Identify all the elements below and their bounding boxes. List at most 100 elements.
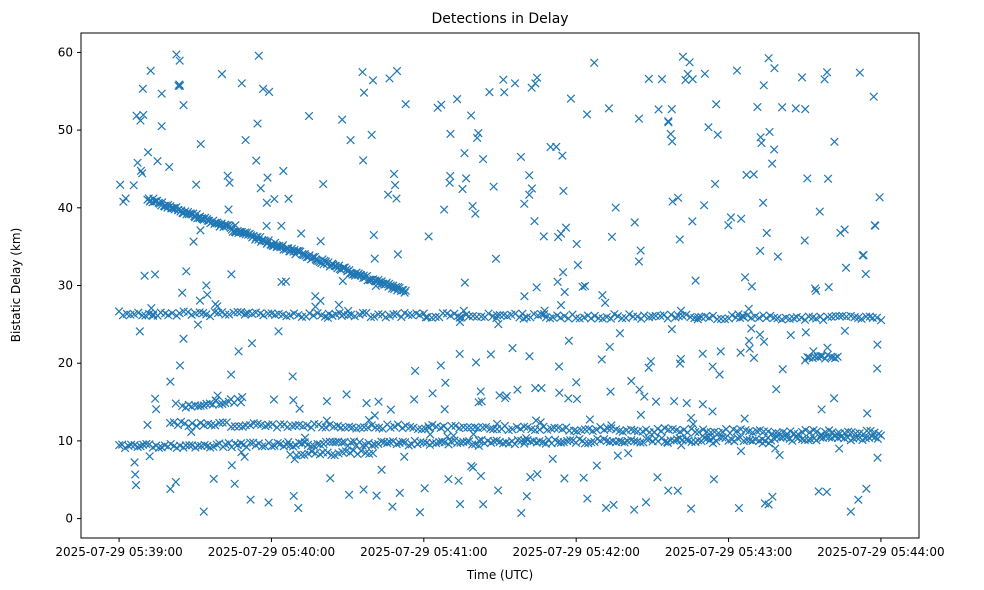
data-point-noise bbox=[583, 494, 592, 503]
data-point-noise bbox=[499, 75, 508, 84]
data-point-descending-track bbox=[321, 257, 331, 266]
data-point-noise bbox=[264, 498, 273, 507]
data-point-track-26km bbox=[617, 313, 627, 323]
data-point-noise bbox=[704, 432, 713, 442]
data-point-track-26km bbox=[495, 310, 505, 320]
data-point-noise bbox=[510, 79, 520, 88]
data-point-noise bbox=[710, 179, 720, 189]
data-point-noise bbox=[525, 171, 534, 180]
y-tick-label: 60 bbox=[58, 45, 73, 59]
data-point-noise bbox=[573, 260, 583, 270]
data-point-track-10km bbox=[614, 436, 624, 446]
data-point-noise bbox=[636, 410, 646, 420]
data-point-track-12km bbox=[302, 421, 312, 430]
data-point-noise bbox=[436, 361, 446, 370]
data-point-track-26km bbox=[713, 314, 722, 324]
data-point-noise bbox=[226, 370, 236, 379]
data-point-noise bbox=[846, 507, 856, 516]
data-point-noise bbox=[493, 486, 503, 495]
data-point-noise bbox=[762, 228, 771, 238]
data-point-noise bbox=[736, 446, 746, 456]
data-point-noise bbox=[764, 439, 774, 448]
data-point-noise bbox=[822, 487, 832, 497]
data-point-noise bbox=[634, 114, 644, 123]
data-point-noise bbox=[582, 110, 592, 119]
data-point-noise bbox=[386, 405, 396, 414]
data-point-track-12km bbox=[478, 423, 487, 432]
data-point-noise bbox=[401, 99, 410, 109]
data-point-noise bbox=[454, 476, 463, 485]
data-point-track-12km bbox=[569, 426, 579, 435]
x-axis: 2025-07-29 05:39:00 2025-07-29 05:40:00 20… bbox=[55, 538, 945, 559]
data-point-noise bbox=[823, 174, 833, 183]
data-point-track-10km bbox=[727, 435, 737, 444]
data-point-noise bbox=[540, 306, 549, 315]
data-point-noise bbox=[840, 326, 850, 336]
data-point-noise bbox=[166, 484, 175, 494]
data-point-noise bbox=[500, 88, 509, 97]
data-point-track-12km bbox=[691, 427, 700, 437]
data-point-noise bbox=[726, 213, 736, 222]
y-tick-label: 30 bbox=[58, 279, 73, 293]
data-point-noise bbox=[322, 416, 332, 425]
data-point-track-26km bbox=[613, 312, 623, 321]
data-point-track-10km bbox=[556, 438, 566, 447]
data-point-track-12km bbox=[230, 422, 240, 431]
data-point-track-10km bbox=[212, 440, 221, 449]
data-point-noise bbox=[713, 130, 722, 139]
data-point-noise bbox=[861, 269, 870, 279]
data-point-noise bbox=[636, 246, 645, 255]
data-point-noise bbox=[455, 349, 464, 359]
data-point-noise bbox=[342, 390, 351, 399]
data-point-track-10km bbox=[358, 441, 367, 450]
data-point-segment-20km bbox=[820, 354, 830, 363]
data-point-noise bbox=[521, 433, 531, 443]
data-point-noise bbox=[182, 267, 191, 276]
data-point-noise bbox=[131, 480, 141, 490]
data-point-noise bbox=[224, 205, 233, 214]
data-point-track-10km bbox=[510, 439, 520, 449]
data-point-track-12km bbox=[215, 418, 224, 428]
data-point-noise bbox=[196, 139, 205, 149]
data-point-track-26km bbox=[374, 310, 383, 319]
data-point-noise bbox=[445, 178, 454, 188]
data-point-track-10km bbox=[778, 432, 788, 442]
data-point-noise bbox=[364, 415, 374, 425]
data-point-noise bbox=[441, 378, 450, 387]
data-point-segment-14km bbox=[236, 398, 246, 407]
data-point-track-12km bbox=[276, 420, 285, 429]
data-point-noise bbox=[474, 441, 484, 451]
data-point-noise bbox=[377, 465, 386, 474]
data-point-noise bbox=[135, 327, 145, 336]
data-point-noise bbox=[175, 56, 184, 65]
data-point-noise bbox=[390, 180, 400, 190]
data-point-track-10km bbox=[200, 440, 209, 450]
data-point-noise bbox=[370, 411, 380, 420]
data-point-noise bbox=[415, 508, 425, 517]
data-point-track-12km bbox=[188, 419, 197, 428]
data-point-noise bbox=[604, 104, 614, 113]
data-point-noise bbox=[519, 314, 528, 323]
data-point-track-26km bbox=[484, 309, 493, 318]
data-point-noise bbox=[531, 79, 540, 88]
data-point-track-10km bbox=[346, 438, 355, 447]
data-point-track-10km bbox=[273, 438, 282, 448]
data-point-noise bbox=[675, 235, 685, 244]
data-point-noise bbox=[274, 327, 283, 336]
data-point-noise bbox=[673, 193, 683, 203]
data-point-noise bbox=[704, 122, 713, 132]
data-point-noise bbox=[502, 391, 511, 401]
data-point-noise bbox=[664, 486, 673, 495]
data-point-noise bbox=[153, 156, 162, 166]
data-point-noise bbox=[279, 166, 288, 176]
data-point-noise bbox=[765, 127, 774, 137]
data-point-noise bbox=[711, 100, 721, 109]
data-point-track-26km bbox=[708, 311, 718, 321]
data-point-track-26km bbox=[633, 312, 642, 321]
data-point-noise bbox=[715, 370, 724, 379]
data-point-track-10km bbox=[142, 439, 151, 449]
data-point-noise bbox=[555, 388, 564, 398]
x-tick-label: 2025-07-29 05:40:00 bbox=[208, 545, 335, 559]
data-point-noise bbox=[231, 220, 240, 230]
data-point-noise bbox=[734, 310, 743, 319]
